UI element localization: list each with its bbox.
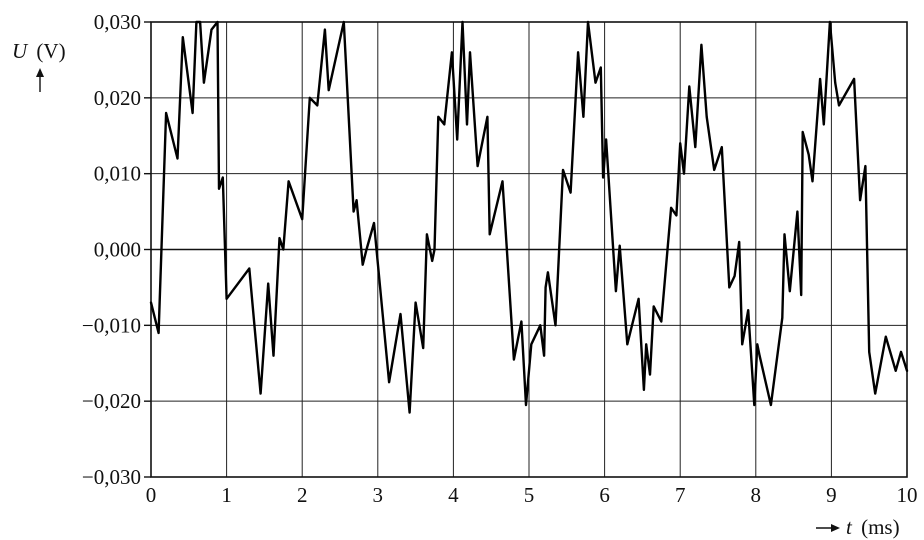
x-tick-label: 2 [297, 483, 308, 507]
svg-text:t (ms): t (ms) [846, 515, 900, 539]
x-tick-label: 3 [373, 483, 384, 507]
x-tick-label: 8 [751, 483, 762, 507]
x-axis-label: t (ms) [816, 515, 900, 539]
plot-frame [150, 21, 908, 478]
y-tick-label: 0,030 [94, 10, 141, 34]
y-axis-unit: (V) [36, 39, 65, 63]
x-axis-var: t [846, 515, 853, 539]
x-tick-label: 6 [599, 483, 610, 507]
x-tick-label: 1 [221, 483, 232, 507]
y-axis-arrow-head [36, 68, 44, 77]
y-axis-label: U (V) [12, 39, 66, 92]
x-axis-unit: (ms) [861, 515, 900, 539]
y-tick-label: 0,010 [94, 162, 141, 186]
x-tick-labels: 0 1 2 3 4 5 6 7 8 9 10 [146, 483, 918, 507]
x-tick-label: 4 [448, 483, 459, 507]
y-tick-labels: 0,030 0,020 0,010 0,000 −0,010 −0,020 −0,030 [82, 10, 141, 489]
x-tick-label: 5 [524, 483, 535, 507]
y-tick-label: 0,020 [94, 86, 141, 110]
x-tick-label: 7 [675, 483, 686, 507]
y-tick-label: −0,020 [82, 389, 141, 413]
x-axis-arrow-head [831, 524, 840, 532]
series-line [149, 20, 909, 414]
y-tick-label: −0,010 [82, 313, 141, 337]
x-tick-label: 9 [826, 483, 837, 507]
x-tick-label: 10 [897, 483, 918, 507]
y-tick-label: 0,000 [94, 238, 141, 262]
y-axis-var: U [12, 39, 29, 63]
y-tick-label: −0,030 [82, 465, 141, 489]
svg-text:U (V): U (V) [12, 39, 66, 63]
x-tick-label: 0 [146, 483, 157, 507]
